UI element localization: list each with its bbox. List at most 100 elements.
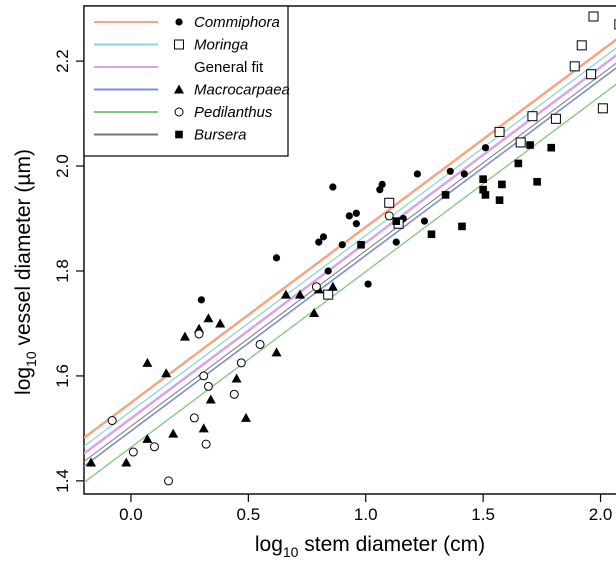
macrocarpaea-point [179,331,190,341]
y-axis-title: log10 vessel diameter (µm) [12,149,39,395]
pedilanthus-point [203,381,213,391]
pedilanthus-point [164,476,174,486]
moringa-point [527,111,538,122]
macrocarpaea-point [142,433,153,443]
y-tick-label: 1.8 [53,259,72,283]
commiphora-point [378,180,386,189]
legend-label-macrocarpaea: Macrocarpaea [194,82,290,99]
x-axis-title: log10 stem diameter (cm) [255,533,485,560]
commiphora-point [352,220,360,228]
y-tick-label: 2.0 [53,154,72,178]
commiphora-point [364,280,372,288]
y-title-mu: µ [12,174,35,186]
y-title-unit-end: m) [12,149,35,174]
commiphora-point [420,217,429,225]
moringa-point [576,40,587,51]
pedilanthus-point [384,211,394,221]
macrocarpaea-point [198,423,209,433]
fit-line-pedilanthus [84,83,616,483]
bursera-point [458,222,466,231]
bursera-point [357,240,365,249]
macrocarpaea-point [327,281,338,291]
moringa-point [323,289,334,300]
moringa-point [550,113,561,124]
bursera-point [514,159,523,168]
legend-marker-moringa [174,39,184,50]
y-title-sub: 10 [23,351,39,367]
commiphora-point [481,144,490,152]
moringa-point [515,137,526,148]
x-tick-label: 0.5 [237,505,261,524]
macrocarpaea-point [309,307,320,317]
bursera-point [479,175,487,183]
x-title-sub: 10 [283,544,299,560]
commiphora-point [446,167,454,175]
pedilanthus-point [189,413,199,423]
moringa-point [586,69,597,80]
legend-marker-macrocarpaea [174,84,184,94]
y-tick-label: 2.2 [53,49,72,73]
commiphora-point [392,238,400,246]
macrocarpaea-point [203,313,214,323]
bursera-point [481,191,490,199]
bursera-point [495,196,504,204]
pedilanthus-point [107,416,117,426]
macrocarpaea-point [142,357,153,367]
bursera-point [427,230,436,239]
fit-line-commiphora [84,38,616,439]
legend-label-moringa: Moringa [194,37,248,54]
macrocarpaea-point [215,318,226,328]
macrocarpaea-point [295,289,305,299]
bursera-point [533,177,541,186]
bursera-point [479,185,487,194]
y-tick-label: 1.6 [53,364,72,388]
legend-label-general-fit: General fit [194,59,264,76]
moringa-point [588,11,599,22]
x-title-rest: stem diameter (cm) [298,533,485,556]
commiphora-point [197,296,205,304]
commiphora-point [413,170,421,178]
pedilanthus-point [194,329,204,339]
y-tick-label: 1.4 [53,469,72,493]
commiphora-point [324,267,332,275]
commiphora-point [319,233,328,241]
commiphora-point [460,170,468,178]
macrocarpaea-point [231,373,242,383]
pedilanthus-point [149,442,159,452]
commiphora-point [272,254,281,262]
legend-label-commiphora: Commiphora [194,14,280,31]
bursera-point [547,143,556,152]
bursera-point [392,217,401,225]
x-tick-label: 1.5 [471,505,495,524]
legend-box [83,5,289,157]
y-title-rest: vessel diameter ( [12,186,35,352]
macrocarpaea-point [161,368,172,378]
axes: 0.0 0.5 1.0 1.5 2.0 1.4 1.6 1.8 2.0 2.2 [53,49,612,524]
bursera-point [441,191,450,199]
legend-marker-bursera [175,130,183,139]
plot-frame [83,5,616,495]
commiphora-point [329,183,337,191]
commiphora-point [338,241,346,249]
data-points [86,11,616,486]
commiphora-point [352,209,360,217]
pedilanthus-point [128,447,138,457]
macrocarpaea-point [241,412,251,422]
moringa-point [597,103,608,114]
pedilanthus-point [255,339,265,349]
commiphora-point [315,238,323,246]
legend-marker-commiphora [175,18,183,26]
pedilanthus-point [236,358,246,368]
macrocarpaea-point [121,457,132,467]
macrocarpaea-point [280,289,291,299]
pedilanthus-point [199,371,209,381]
moringa-point [614,19,616,30]
x-title-base: log [255,533,283,556]
bursera-point [498,180,506,189]
fit-line-macrocarpaea [84,67,616,467]
y-title-base: log [12,367,35,395]
pedilanthus-point [229,389,239,399]
fit-line-bursera [84,62,616,462]
macrocarpaea-point [168,428,179,438]
macrocarpaea-point [271,347,282,357]
